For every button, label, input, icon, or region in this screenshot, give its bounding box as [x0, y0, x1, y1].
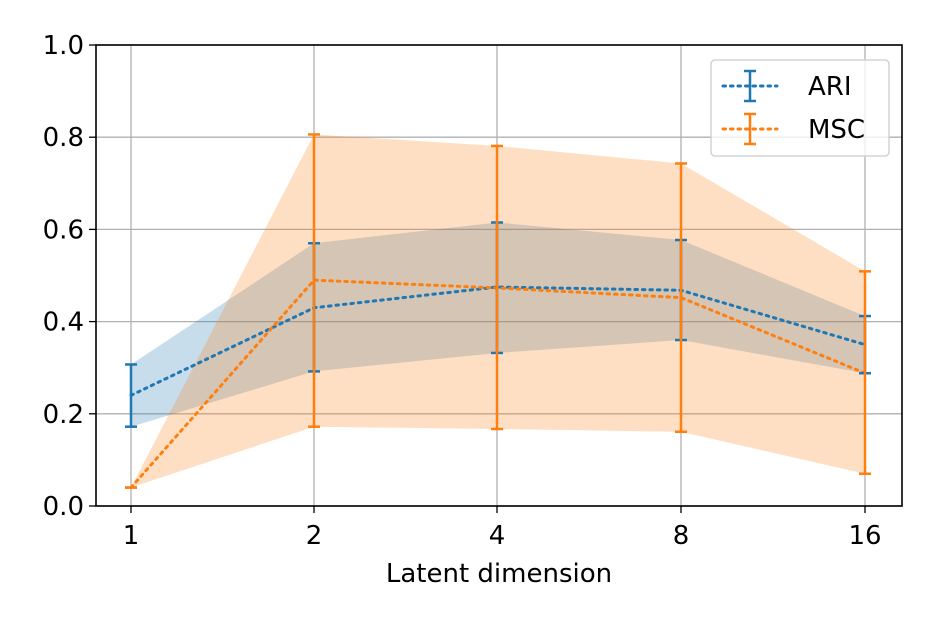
- y-tick-label: 0.4: [43, 308, 84, 338]
- x-axis-ticks: 1 2 4 8 16: [123, 506, 882, 551]
- legend-label-ari: ARI: [808, 72, 852, 102]
- x-axis-label: Latent dimension: [386, 559, 612, 589]
- y-tick-label: 0.6: [43, 215, 84, 245]
- x-tick-label: 2: [306, 521, 323, 551]
- plot-frame: [95, 44, 903, 507]
- x-tick-label: 1: [123, 521, 140, 551]
- x-tick-label: 4: [489, 521, 506, 551]
- legend-label-msc: MSC: [808, 115, 865, 145]
- y-tick-label: 0.0: [43, 492, 84, 522]
- legend: ARI MSC: [710, 59, 890, 157]
- x-tick-label: 16: [848, 521, 881, 551]
- y-tick-label: 1.0: [43, 31, 84, 61]
- error-bars: [125, 133, 871, 489]
- y-tick-label: 0.2: [43, 400, 84, 430]
- y-axis-ticks: 0.0 0.2 0.4 0.6 0.8 1.0: [43, 31, 96, 522]
- y-tick-label: 0.8: [43, 123, 84, 153]
- line-ari: [129, 285, 867, 397]
- x-tick-label: 8: [673, 521, 690, 551]
- legend-box: [710, 59, 890, 157]
